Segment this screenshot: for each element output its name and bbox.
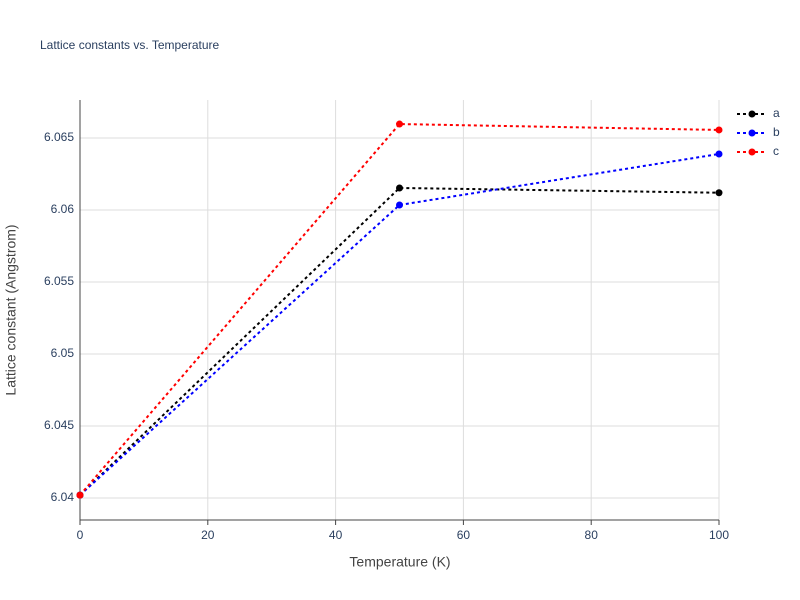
data-point <box>76 491 84 499</box>
data-point <box>396 120 403 128</box>
x-tick-label: 80 <box>585 528 599 542</box>
y-tick-label: 6.05 <box>51 346 75 360</box>
legend-marker <box>748 110 756 118</box>
y-axis-title: Lattice constant (Angstrom) <box>3 224 19 395</box>
legend-marker <box>748 129 756 137</box>
y-tick-label: 6.065 <box>44 130 74 144</box>
data-point <box>715 126 723 134</box>
data-point <box>715 150 723 158</box>
x-tick-label: 100 <box>709 528 729 542</box>
x-axis-title: Temperature (K) <box>349 554 450 570</box>
y-tick-label: 6.04 <box>51 490 75 504</box>
x-tick-label: 60 <box>457 528 471 542</box>
legend-label: c <box>773 144 779 158</box>
data-point <box>396 201 403 209</box>
x-tick-label: 0 <box>77 528 84 542</box>
data-point <box>715 189 723 197</box>
y-tick-label: 6.06 <box>51 202 75 216</box>
y-tick-label: 6.045 <box>44 418 74 432</box>
legend-marker <box>748 148 756 156</box>
x-tick-label: 20 <box>201 528 215 542</box>
data-point <box>396 184 403 192</box>
legend-label: a <box>773 106 780 120</box>
series-line <box>79 186 720 496</box>
chart-title: Lattice constants vs. Temperature <box>40 38 220 52</box>
x-tick-label: 40 <box>329 528 343 542</box>
series-line <box>79 123 720 496</box>
legend-label: b <box>773 125 780 139</box>
y-tick-label: 6.055 <box>44 274 74 288</box>
